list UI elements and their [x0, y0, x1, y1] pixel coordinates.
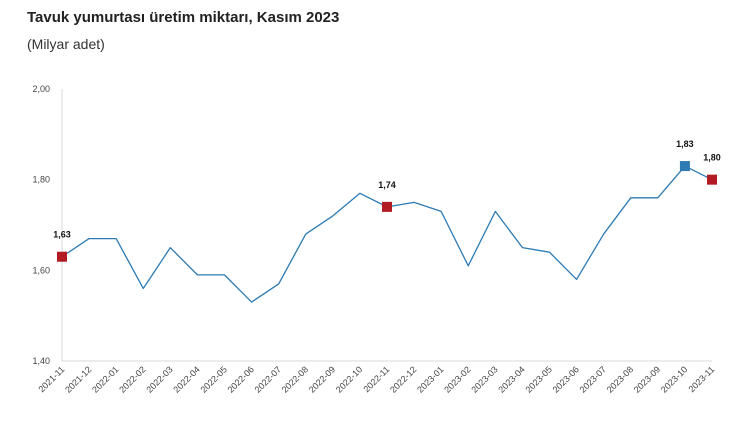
x-tick-label: 2023-03 — [469, 364, 499, 394]
y-tick-label: 1,60 — [32, 265, 50, 275]
x-tick-label: 2022-06 — [226, 364, 256, 394]
x-tick-label: 2022-10 — [334, 364, 364, 394]
highlight-markers: 1,63 1,74 1,83 1,80 — [53, 139, 721, 262]
data-label: 1,74 — [378, 180, 396, 190]
highlight-marker — [57, 251, 67, 262]
data-label: 1,83 — [676, 139, 694, 149]
x-tick-label: 2022-07 — [253, 364, 283, 394]
y-tick-label: 1,40 — [32, 356, 50, 366]
x-tick-label: 2022-02 — [117, 364, 147, 394]
x-tick-label: 2021-12 — [63, 364, 93, 394]
highlight-marker — [679, 161, 690, 172]
x-tick-label: 2022-09 — [307, 364, 337, 394]
x-tick-label: 2022-04 — [171, 364, 201, 394]
x-tick-label: 2022-11 — [361, 364, 391, 394]
x-tick-label: 2022-01 — [90, 364, 120, 394]
x-tick-label: 2023-06 — [551, 364, 581, 394]
x-tick-label: 2023-07 — [578, 364, 608, 394]
x-tick-label: 2023-10 — [659, 364, 689, 394]
x-tick-label: 2023-11 — [686, 364, 716, 394]
chart-title: Tavuk yumurtası üretim miktarı, Kasım 20… — [27, 9, 340, 26]
chart-subtitle: (Milyar adet) — [27, 36, 105, 52]
data-label: 1,80 — [703, 153, 721, 163]
x-tick-label: 2023-01 — [415, 364, 445, 394]
x-tick-label: 2022-05 — [198, 364, 228, 394]
x-tick-label: 2022-12 — [388, 364, 418, 394]
highlight-marker — [382, 201, 392, 212]
x-tick-label: 2023-08 — [605, 364, 635, 394]
y-axis: 1,40 1,60 1,80 2,00 — [32, 84, 63, 366]
x-tick-label: 2023-09 — [632, 364, 662, 394]
x-tick-label: 2023-05 — [523, 364, 553, 394]
x-tick-label: 2023-02 — [442, 364, 472, 394]
x-tick-label: 2023-04 — [496, 364, 526, 394]
y-tick-label: 2,00 — [32, 84, 50, 94]
x-axis: 2021-112021-122022-012022-022022-032022-… — [36, 360, 716, 395]
x-tick-label: 2022-03 — [144, 364, 174, 394]
highlight-marker — [707, 174, 717, 185]
x-tick-label: 2021-11 — [36, 364, 66, 394]
x-tick-label: 2022-08 — [280, 364, 310, 394]
data-label: 1,63 — [53, 230, 71, 240]
y-tick-label: 1,80 — [32, 175, 50, 185]
